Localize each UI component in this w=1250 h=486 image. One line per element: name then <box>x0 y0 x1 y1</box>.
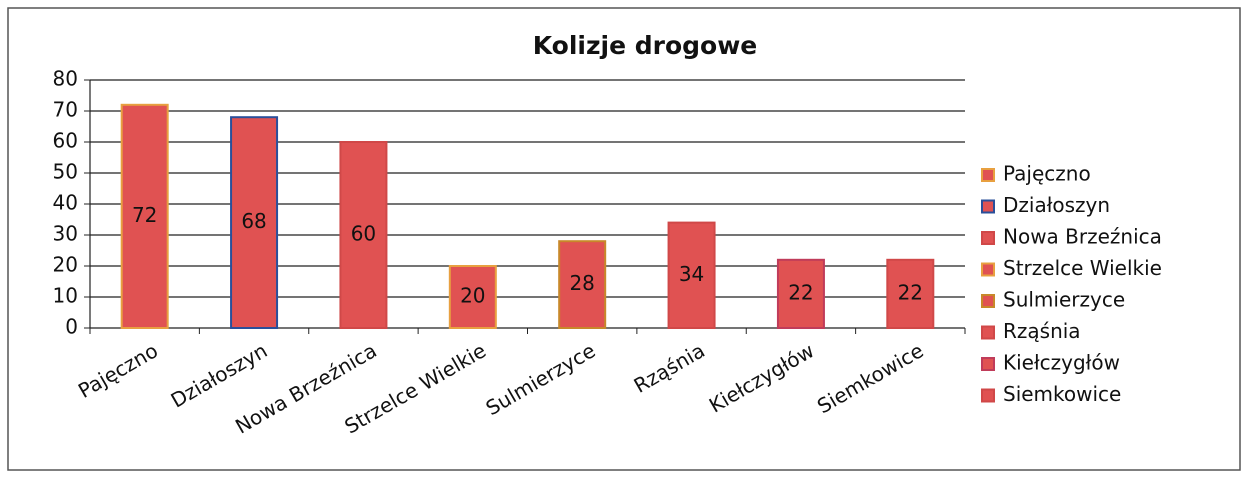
bar <box>667 221 716 330</box>
data-label: 20 <box>460 284 485 308</box>
y-tick-label: 60 <box>53 129 78 153</box>
legend-swatch <box>981 294 995 308</box>
y-tick-label: 70 <box>53 98 78 122</box>
data-label: 28 <box>569 271 594 295</box>
y-tick-label: 0 <box>65 315 78 339</box>
y-tick-label: 20 <box>53 253 78 277</box>
legend-label: Sulmierzyce <box>1003 288 1125 312</box>
legend-swatch <box>981 357 995 371</box>
legend-label: Działoszyn <box>1003 193 1110 217</box>
legend-label: Strzelce Wielkie <box>1003 256 1162 280</box>
legend-swatch <box>981 199 995 214</box>
y-tick-label: 50 <box>53 160 78 184</box>
legend-label: Siemkowice <box>1003 382 1121 406</box>
data-label: 72 <box>132 203 157 227</box>
y-tick-label: 30 <box>53 222 78 246</box>
bar <box>230 116 279 329</box>
bar <box>339 141 388 329</box>
data-label: 22 <box>788 280 813 304</box>
chart-title: Kolizje drogowe <box>533 31 758 60</box>
bar <box>886 258 935 329</box>
y-tick-label: 40 <box>53 191 78 215</box>
bar <box>776 258 825 329</box>
bar <box>120 103 169 329</box>
data-label: 34 <box>679 262 704 286</box>
legend-label: Kiełczygłów <box>1003 351 1120 375</box>
y-tick-label: 80 <box>53 67 78 91</box>
legend-swatch <box>981 325 995 340</box>
legend-swatch <box>981 231 995 245</box>
legend-label: Nowa Brzeźnica <box>1003 225 1162 249</box>
legend-label: Pajęczno <box>1003 162 1091 186</box>
data-label: 68 <box>241 209 266 233</box>
data-label: 22 <box>898 280 923 304</box>
bar <box>558 240 607 329</box>
data-label: 60 <box>351 222 376 246</box>
legend-swatch <box>981 388 995 403</box>
y-tick-label: 10 <box>53 284 78 308</box>
legend-swatch <box>981 262 995 277</box>
chart-frame <box>7 7 1241 471</box>
bar <box>448 265 497 329</box>
legend-label: Rząśnia <box>1003 319 1081 343</box>
legend-swatch <box>981 168 995 182</box>
